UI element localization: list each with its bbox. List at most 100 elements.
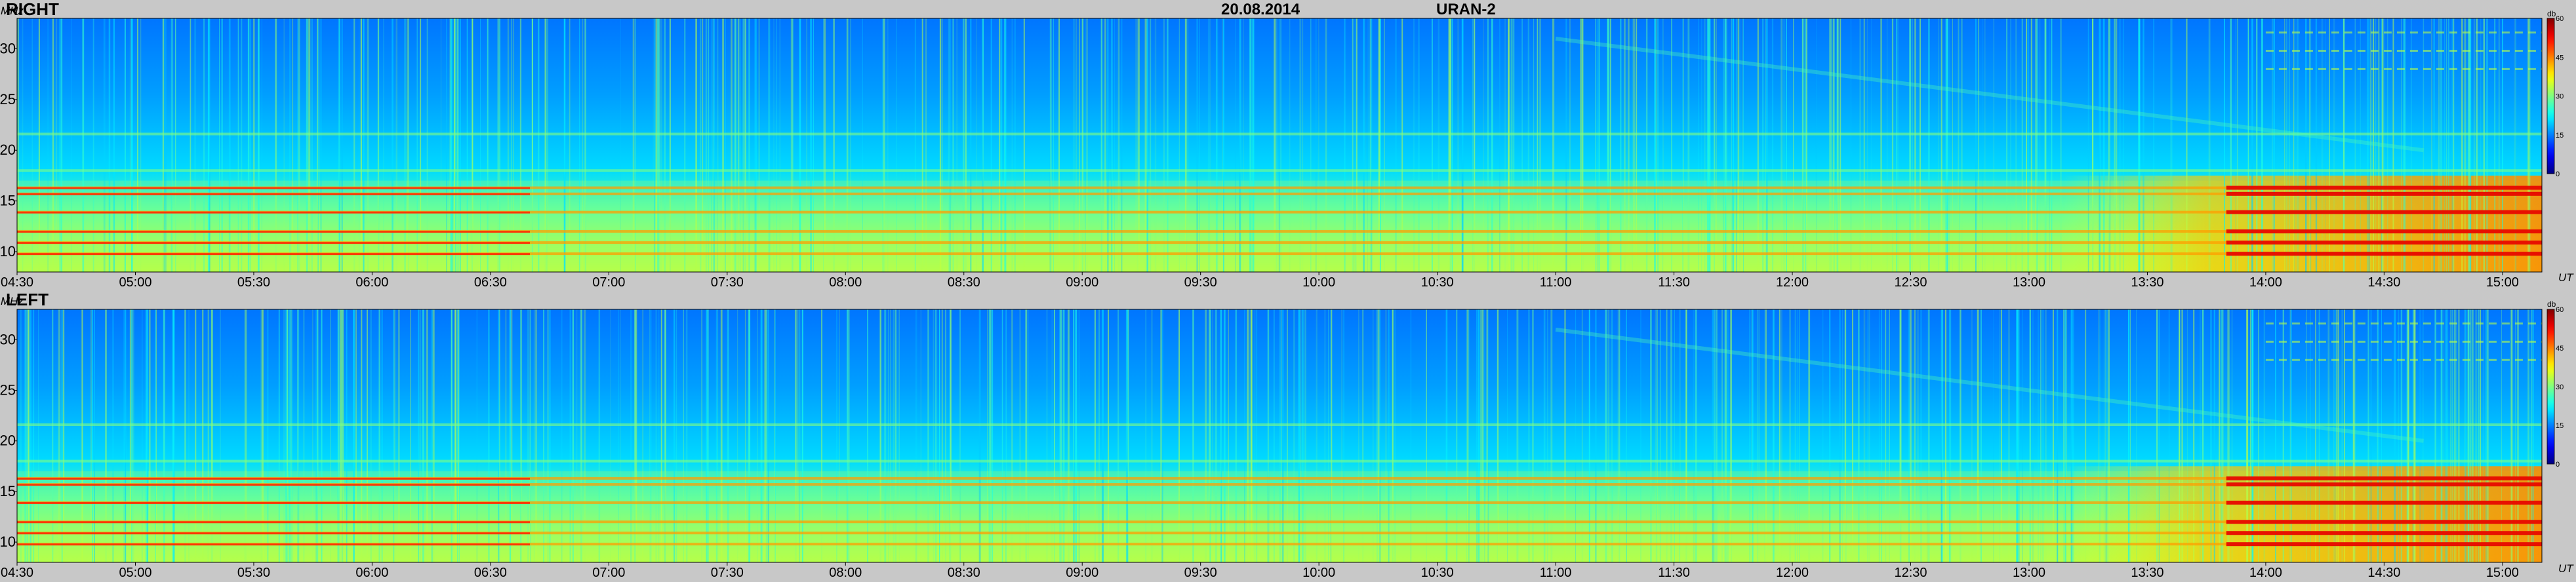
interference-stripe xyxy=(1619,309,1620,562)
interference-stripe xyxy=(2293,18,2295,272)
interference-stripe xyxy=(1624,18,1626,272)
interference-stripe xyxy=(893,309,895,562)
interference-stripe xyxy=(1797,309,1798,562)
interference-stripe xyxy=(1640,309,1641,562)
interference-stripe xyxy=(2247,18,2249,272)
interference-stripe xyxy=(674,309,675,562)
interference-stripe xyxy=(1822,309,1824,562)
interference-stripe xyxy=(717,18,719,272)
interference-stripe xyxy=(1104,18,1106,272)
interference-stripe xyxy=(717,309,718,562)
interference-stripe xyxy=(1842,309,1843,562)
interference-stripe xyxy=(1626,309,1627,562)
interference-stripe xyxy=(576,309,578,562)
interference-stripe xyxy=(708,18,710,272)
interference-stripe xyxy=(543,309,544,562)
interference-stripe xyxy=(2252,309,2254,562)
interference-stripe xyxy=(2251,18,2253,272)
interference-stripe xyxy=(2251,309,2253,562)
y-unit-bottom: MHz xyxy=(1,295,24,307)
interference-stripe xyxy=(1978,18,1979,272)
strong-stripe xyxy=(472,18,473,272)
x-tick-label: 15:00 xyxy=(2486,275,2519,290)
interference-stripe xyxy=(261,309,263,562)
interference-stripe xyxy=(760,309,763,562)
interference-stripe xyxy=(1751,309,1753,562)
interference-stripe xyxy=(289,18,291,272)
interference-stripe xyxy=(2092,18,2094,272)
interference-stripe xyxy=(879,309,881,562)
interference-stripe xyxy=(61,309,63,562)
interference-stripe xyxy=(2406,309,2409,562)
interference-stripe xyxy=(220,309,221,562)
strong-stripe xyxy=(2219,309,2221,562)
interference-stripe xyxy=(1896,18,1897,272)
interference-stripe xyxy=(466,18,468,272)
interference-stripe xyxy=(2532,309,2533,562)
interference-stripe xyxy=(1483,18,1484,272)
interference-stripe xyxy=(2315,309,2316,562)
interference-stripe xyxy=(1830,18,1832,272)
interference-stripe xyxy=(2486,309,2489,562)
strong-stripe xyxy=(52,18,54,272)
frequency-band-early xyxy=(17,242,531,244)
interference-stripe xyxy=(2407,309,2409,562)
interference-stripe xyxy=(801,309,803,562)
interference-stripe xyxy=(2136,309,2137,562)
interference-stripe xyxy=(2064,309,2067,562)
interference-stripe xyxy=(959,309,961,562)
interference-stripe xyxy=(407,18,409,272)
interference-stripe xyxy=(795,309,797,562)
interference-stripe xyxy=(1960,309,1962,562)
interference-stripe xyxy=(1224,309,1226,562)
strong-stripe xyxy=(669,18,671,272)
interference-stripe xyxy=(2531,309,2532,562)
interference-stripe xyxy=(1682,18,1683,272)
interference-stripe xyxy=(547,18,549,272)
interference-stripe xyxy=(1662,18,1664,272)
interference-stripe xyxy=(1596,18,1599,272)
interference-stripe xyxy=(706,309,709,562)
interference-stripe xyxy=(2446,309,2448,562)
interference-stripe xyxy=(1685,309,1687,562)
interference-stripe xyxy=(59,18,60,272)
frequency-band-early xyxy=(17,477,531,480)
interference-stripe xyxy=(1281,309,1282,562)
interference-stripe xyxy=(768,18,770,272)
interference-stripe xyxy=(1725,309,1727,562)
interference-stripe xyxy=(1352,18,1354,272)
interference-stripe xyxy=(2297,18,2299,272)
interference-stripe xyxy=(207,309,209,562)
interference-stripe xyxy=(1300,309,1302,562)
interference-stripe xyxy=(2341,309,2343,562)
interference-stripe xyxy=(2060,18,2062,272)
interference-stripe xyxy=(794,309,797,562)
frequency-band xyxy=(17,192,2542,195)
interference-stripe xyxy=(1984,18,1986,272)
frequency-band xyxy=(17,186,2542,189)
interference-stripe xyxy=(1859,18,1861,272)
x-tick-label: 12:00 xyxy=(1776,275,1809,290)
interference-stripe xyxy=(1662,18,1664,272)
interference-stripe xyxy=(2470,18,2472,272)
interference-stripe xyxy=(2026,18,2028,272)
interference-stripe xyxy=(1897,18,1899,272)
interference-stripe xyxy=(112,309,114,562)
x-tick-label: 10:00 xyxy=(1302,275,1335,290)
interference-stripe xyxy=(2200,309,2201,562)
interference-stripe xyxy=(2377,18,2380,272)
interference-stripe xyxy=(2016,309,2019,562)
interference-stripe xyxy=(2294,18,2295,272)
interference-stripe xyxy=(700,18,702,272)
interference-stripe xyxy=(1839,309,1841,562)
interference-stripe xyxy=(1731,18,1733,272)
interference-stripe xyxy=(221,18,223,272)
interference-stripe xyxy=(1298,309,1300,562)
interference-stripe xyxy=(2250,309,2251,562)
frequency-band xyxy=(17,252,2542,256)
interference-stripe xyxy=(1714,309,1716,562)
interference-stripe xyxy=(2327,309,2330,562)
interference-stripe xyxy=(2228,309,2230,562)
strong-stripe xyxy=(1851,309,1853,562)
interference-stripe xyxy=(275,18,277,272)
